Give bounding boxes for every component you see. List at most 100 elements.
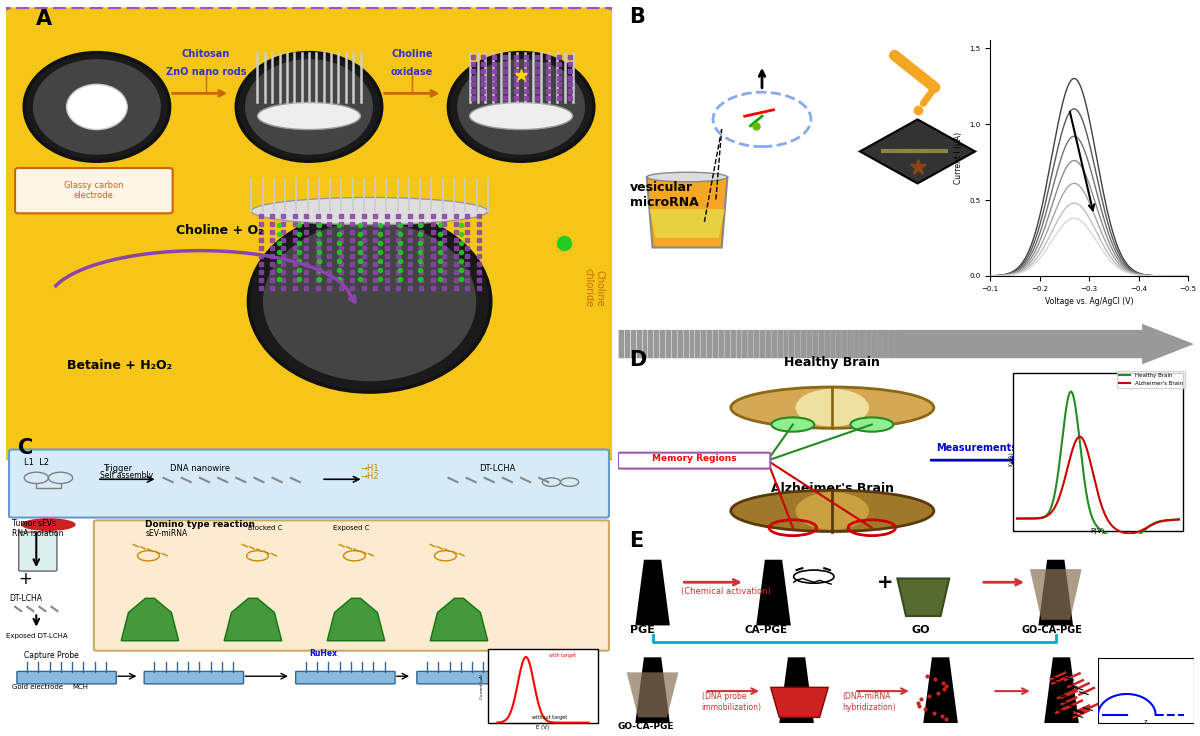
Healthy Brain: [1144, 521, 1158, 530]
Healthy Brain: [1106, 534, 1121, 542]
FancyBboxPatch shape: [144, 671, 244, 684]
Text: A: A: [36, 10, 53, 29]
Text: Gold electrode: Gold electrode: [12, 684, 64, 690]
Circle shape: [24, 53, 169, 161]
Text: sEV-miRNA: sEV-miRNA: [145, 529, 187, 538]
FancyBboxPatch shape: [618, 453, 770, 469]
Circle shape: [457, 59, 586, 155]
Alzheimer's Brain: [1010, 514, 1025, 523]
Text: DT-LCHA: DT-LCHA: [479, 464, 515, 473]
Healthy Brain: [1088, 520, 1103, 528]
Text: +: +: [18, 570, 32, 588]
Text: vesicular
microRNA: vesicular microRNA: [630, 181, 698, 209]
Text: →H2: →H2: [360, 473, 379, 481]
FancyBboxPatch shape: [17, 671, 116, 684]
Text: D: D: [629, 350, 647, 370]
Alzheimer's Brain: [1088, 478, 1103, 487]
Healthy Brain: [1169, 515, 1183, 524]
Circle shape: [67, 85, 127, 130]
Y-axis label: Current I (μA): Current I (μA): [954, 132, 964, 184]
Circle shape: [236, 53, 382, 161]
Polygon shape: [121, 598, 179, 641]
Text: without target: without target: [532, 715, 566, 720]
Polygon shape: [1030, 569, 1081, 620]
Text: DT-LCHA: DT-LCHA: [10, 594, 42, 603]
FancyBboxPatch shape: [16, 168, 173, 213]
Polygon shape: [898, 578, 949, 616]
Text: Measurements: Measurements: [936, 443, 1016, 453]
Text: PGE: PGE: [630, 625, 654, 635]
Text: Trigger: Trigger: [103, 464, 132, 473]
FancyBboxPatch shape: [1099, 681, 1192, 701]
Text: Choline + O₂: Choline + O₂: [175, 224, 263, 237]
Alzheimer's Brain: [1169, 515, 1183, 524]
X-axis label: Voltage vs. Ag/AgCl (V): Voltage vs. Ag/AgCl (V): [1045, 297, 1133, 306]
Alzheimer's Brain: [1171, 515, 1186, 524]
Polygon shape: [328, 598, 385, 641]
Text: B: B: [630, 7, 646, 27]
Ellipse shape: [252, 197, 487, 224]
Ellipse shape: [647, 172, 727, 182]
Alzheimer's Brain: [1144, 521, 1158, 530]
Polygon shape: [635, 657, 670, 723]
Alzheimer's Brain: [1106, 523, 1121, 532]
Healthy Brain: [1063, 387, 1078, 396]
Text: Memory Regions: Memory Regions: [652, 453, 737, 462]
Text: GO: GO: [912, 625, 930, 635]
Polygon shape: [860, 119, 976, 183]
Polygon shape: [779, 657, 814, 723]
Text: Exposed C: Exposed C: [334, 526, 370, 531]
Alzheimer's Brain: [1087, 474, 1102, 483]
Alzheimer's Brain: [1098, 510, 1112, 519]
Text: Alzheimer's Brain: Alzheimer's Brain: [770, 482, 894, 495]
Ellipse shape: [796, 389, 869, 426]
Circle shape: [248, 211, 491, 392]
Healthy Brain: [1098, 528, 1112, 537]
Text: Betaine + H₂O₂: Betaine + H₂O₂: [67, 359, 172, 372]
Polygon shape: [1044, 657, 1079, 723]
FancyBboxPatch shape: [94, 520, 608, 651]
Healthy Brain: [1171, 515, 1186, 524]
Text: Exposed DT-LCHA: Exposed DT-LCHA: [6, 633, 67, 639]
Text: DNA nanowire: DNA nanowire: [169, 464, 229, 473]
FancyBboxPatch shape: [2, 7, 616, 462]
Text: RuHex: RuHex: [310, 649, 337, 659]
Healthy Brain: [1117, 537, 1132, 545]
Line: Alzheimer's Brain: Alzheimer's Brain: [1018, 436, 1178, 534]
Ellipse shape: [469, 102, 572, 130]
Text: CA-PGE: CA-PGE: [745, 625, 788, 635]
Circle shape: [32, 59, 161, 155]
FancyBboxPatch shape: [488, 649, 598, 723]
Text: Glassy carbon
electrode: Glassy carbon electrode: [64, 181, 124, 200]
Text: Self assembly: Self assembly: [100, 471, 154, 480]
Legend: Healthy Brain, Alzheimer's Brain: Healthy Brain, Alzheimer's Brain: [1117, 371, 1186, 388]
Healthy Brain: [1010, 514, 1025, 523]
Circle shape: [263, 222, 476, 381]
Circle shape: [851, 417, 893, 431]
Text: GO-CA-PGE: GO-CA-PGE: [618, 721, 674, 731]
Text: →H1: →H1: [360, 464, 379, 473]
Text: P(V): P(V): [1091, 527, 1105, 534]
Polygon shape: [626, 673, 678, 718]
Ellipse shape: [22, 518, 76, 531]
Text: Tumor sEVs
RNA isolation: Tumor sEVs RNA isolation: [12, 519, 64, 538]
Text: Chitosan: Chitosan: [182, 49, 230, 59]
Text: C: C: [18, 438, 34, 458]
Healthy Brain: [1087, 518, 1102, 527]
Ellipse shape: [258, 102, 360, 130]
Ellipse shape: [731, 387, 934, 428]
Text: Current (μA): Current (μA): [480, 673, 485, 699]
FancyBboxPatch shape: [416, 671, 516, 684]
Text: E (V): E (V): [536, 725, 550, 730]
Polygon shape: [431, 598, 487, 641]
Text: z: z: [1144, 719, 1148, 725]
Polygon shape: [770, 687, 828, 718]
Polygon shape: [756, 559, 791, 626]
Text: Domino type reaction: Domino type reaction: [145, 520, 256, 529]
Text: with target: with target: [548, 653, 576, 658]
FancyBboxPatch shape: [295, 671, 395, 684]
Polygon shape: [647, 177, 727, 247]
Polygon shape: [618, 324, 1194, 364]
Text: MCH: MCH: [73, 684, 89, 690]
Circle shape: [449, 53, 594, 161]
